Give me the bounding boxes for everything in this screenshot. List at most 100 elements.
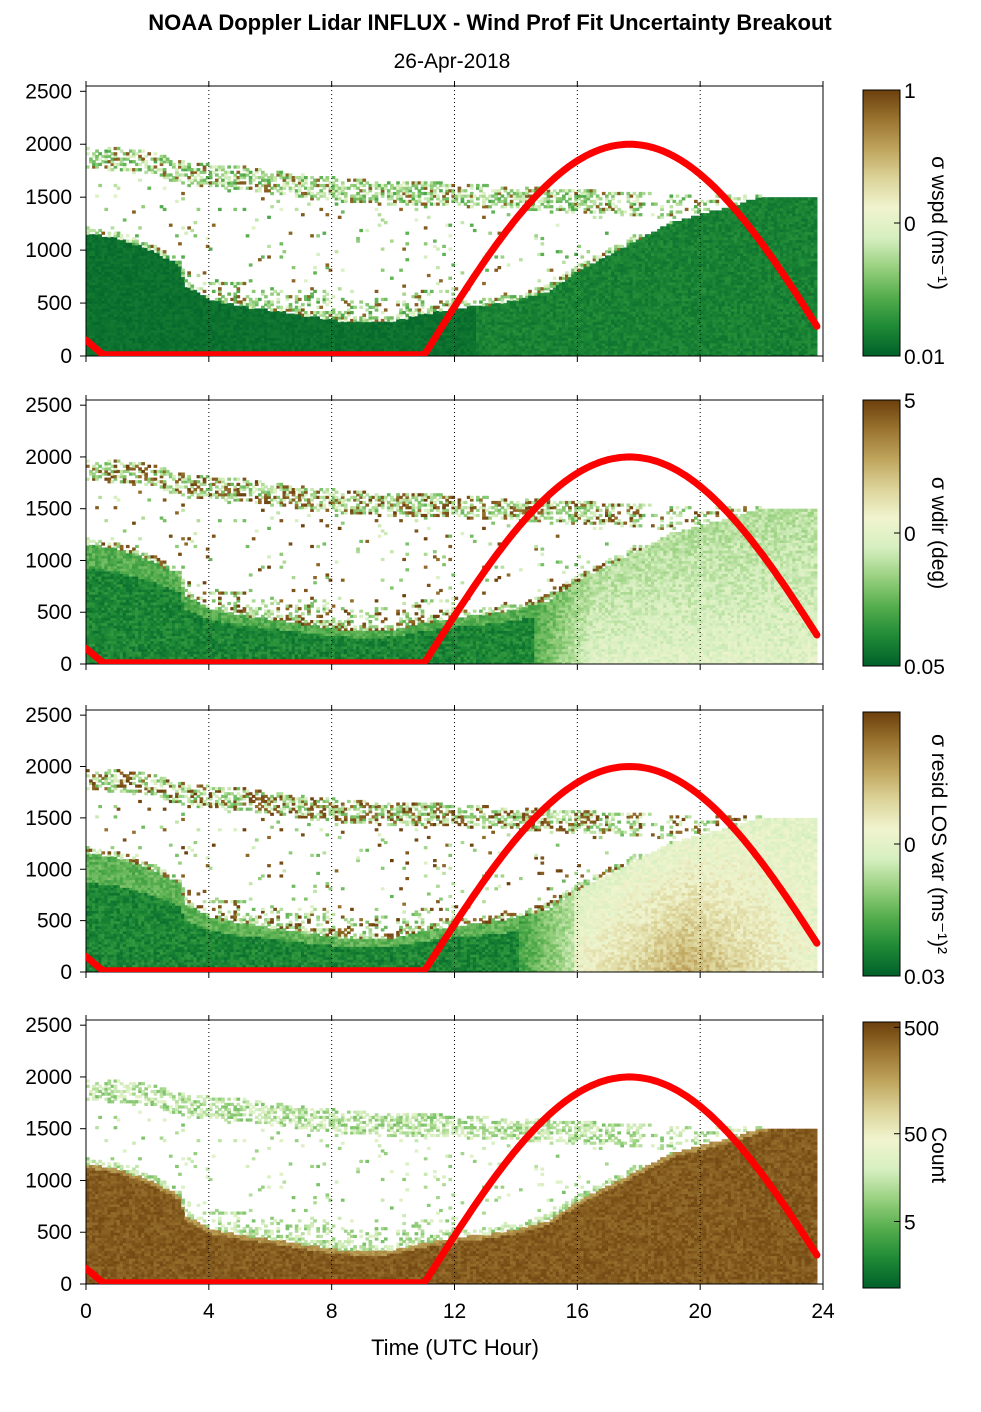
heatmap-cell [356, 236, 360, 241]
heatmap-cell [307, 318, 311, 323]
heatmap-cell [168, 313, 173, 317]
heatmap-cell [515, 337, 520, 341]
heatmap-cell [193, 178, 198, 182]
heatmap-cell [122, 348, 127, 352]
heatmap-cell [242, 207, 247, 212]
heatmap-cell [463, 303, 468, 307]
heatmap-cell [500, 205, 505, 209]
heatmap-cell [469, 305, 474, 309]
heatmap-cell [546, 334, 551, 339]
heatmap-cell [86, 313, 90, 317]
heatmap-cell [221, 340, 225, 344]
heatmap-cell [116, 247, 121, 251]
heatmap-cell [227, 321, 231, 325]
heatmap-cell [86, 236, 90, 241]
heatmap-cell [224, 337, 228, 341]
heatmap-cell [353, 197, 357, 201]
heatmap-cell [165, 287, 170, 291]
heatmap-cell [107, 337, 112, 341]
heatmap-cell [95, 318, 99, 323]
heatmap-cell [356, 329, 360, 333]
heatmap-cell [141, 329, 145, 333]
heatmap-cell [522, 303, 526, 307]
heatmap-cell [485, 348, 489, 352]
heatmap-cell [107, 321, 112, 325]
heatmap-cell [472, 202, 477, 206]
heatmap-cell [119, 263, 124, 267]
heatmap-cell [251, 321, 256, 325]
heatmap-cell [211, 345, 216, 349]
heatmap-cell [368, 345, 373, 349]
heatmap-cell [122, 239, 127, 243]
heatmap-cell [165, 289, 170, 294]
heatmap-cell [132, 337, 136, 341]
heatmap-cell [423, 334, 428, 339]
heatmap-cell [377, 186, 382, 190]
heatmap-cell [129, 289, 133, 294]
heatmap-cell [245, 334, 250, 339]
heatmap-cell [95, 332, 99, 336]
heatmap-cell [347, 337, 351, 341]
heatmap-cell [135, 268, 139, 272]
heatmap-cell [362, 197, 367, 201]
heatmap-cell [156, 300, 161, 304]
heatmap-cell [506, 337, 511, 341]
heatmap-cell [494, 321, 499, 325]
heatmap-cell [479, 353, 483, 356]
heatmap-cell [393, 334, 397, 339]
heatmap-cell [334, 345, 339, 349]
heatmap-cell [411, 345, 416, 349]
heatmap-cell [101, 242, 106, 246]
heatmap-cell [95, 263, 99, 267]
heatmap-cell [132, 170, 136, 174]
heatmap-cell [558, 350, 563, 354]
heatmap-cell [472, 313, 477, 317]
heatmap-cell [175, 284, 179, 288]
heatmap-cell [153, 284, 158, 288]
heatmap-cell [227, 189, 231, 193]
heatmap-cell [426, 332, 431, 336]
heatmap-cell [562, 350, 566, 354]
heatmap-cell [187, 168, 191, 172]
heatmap-cell [221, 311, 225, 315]
heatmap-cell [178, 342, 182, 347]
heatmap-cell [208, 324, 213, 328]
heatmap-cell [531, 297, 535, 302]
heatmap-cell [380, 297, 385, 302]
heatmap-cell [236, 305, 241, 309]
heatmap-cell [546, 292, 551, 296]
heatmap-cell [233, 348, 238, 352]
heatmap-cell [101, 236, 106, 241]
heatmap-cell [396, 183, 400, 188]
heatmap-cell [153, 348, 158, 352]
heatmap-cell [469, 345, 474, 349]
heatmap-cell [245, 337, 250, 341]
heatmap-cell [534, 287, 538, 291]
heatmap-cell [119, 303, 124, 307]
heatmap-cell [168, 289, 173, 294]
heatmap-cell [242, 165, 247, 169]
heatmap-cell [122, 334, 127, 339]
heatmap-cell [129, 239, 133, 243]
heatmap-cell [181, 329, 185, 333]
heatmap-cell [365, 228, 370, 233]
heatmap-cell [402, 329, 406, 333]
heatmap-cell [110, 324, 115, 328]
heatmap-cell [377, 337, 382, 341]
heatmap-cell [159, 287, 164, 291]
heatmap-cell [184, 334, 188, 339]
heatmap-cell [221, 337, 225, 341]
heatmap-cell [494, 191, 499, 196]
heatmap-cell [190, 287, 195, 291]
heatmap-cell [482, 281, 486, 286]
heatmap-cell [328, 268, 333, 272]
heatmap-cell [436, 281, 440, 286]
heatmap-cell [168, 281, 173, 286]
heatmap-cell [224, 316, 228, 320]
heatmap-cell [454, 318, 459, 323]
heatmap-cell [558, 324, 563, 328]
heatmap-cell [165, 176, 170, 180]
heatmap-cell [254, 329, 259, 333]
heatmap-cell [138, 149, 142, 153]
heatmap-cell [193, 329, 198, 333]
